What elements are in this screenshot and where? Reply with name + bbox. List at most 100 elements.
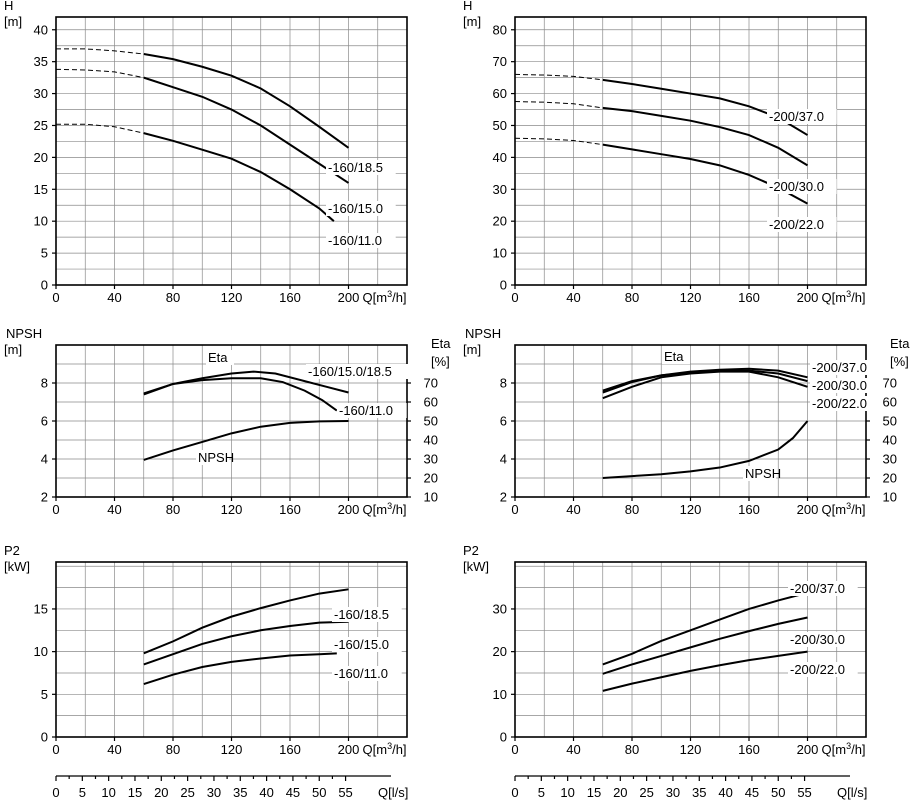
- series-label-background: [788, 632, 858, 647]
- y-tick-label: 30: [493, 601, 507, 616]
- x-tick-label: 80: [166, 290, 180, 305]
- x2-tick-label: 25: [180, 785, 194, 800]
- series-extrapolated-line: [56, 123, 144, 134]
- y-tick-label: 4: [41, 452, 48, 467]
- x-tick-label: 40: [107, 502, 121, 517]
- series-extrapolated-line: [514, 73, 603, 81]
- series-label: -200/30.0: [790, 632, 845, 647]
- x2-tick-label: 20: [154, 785, 168, 800]
- y-axis-unit: [kW]: [4, 559, 30, 574]
- series-label: -200/30.0: [769, 179, 824, 194]
- x-tick-label: 200: [338, 290, 360, 305]
- series-line: [143, 420, 349, 461]
- y-tick-label: 40: [493, 150, 507, 165]
- x2-tick-label: 45: [745, 785, 759, 800]
- series-label: -200/37.0: [769, 109, 824, 124]
- series-label-background: [326, 160, 396, 175]
- series-label: -160/15.0/18.5: [308, 364, 392, 379]
- x-tick-label: 80: [625, 290, 639, 305]
- x-tick-label: 40: [566, 742, 580, 757]
- y-axis-label: NPSH: [465, 326, 501, 341]
- x-tick-label: 80: [625, 502, 639, 517]
- series-line: [602, 650, 808, 692]
- series-label: NPSH: [745, 466, 781, 481]
- x2-tick-label: 5: [538, 785, 545, 800]
- x-tick-label: 0: [511, 742, 518, 757]
- y-tick-label: 0: [500, 730, 507, 745]
- x-tick-label: 0: [52, 502, 59, 517]
- series-line: [602, 369, 808, 394]
- y-tick-label: 35: [34, 54, 48, 69]
- y-axis-unit: [m]: [463, 342, 481, 357]
- x2-tick-label: 20: [613, 785, 627, 800]
- series-extrapolated-line: [55, 68, 144, 79]
- x2-tick-label: 40: [718, 785, 732, 800]
- y-tick-label: 5: [41, 246, 48, 261]
- series-line: [602, 106, 809, 167]
- x-tick-label: 120: [680, 742, 702, 757]
- y-tick-label: 15: [34, 182, 48, 197]
- x-tick-label: 0: [52, 742, 59, 757]
- x-tick-label: 120: [680, 290, 702, 305]
- x-tick-label: 80: [166, 742, 180, 757]
- x-tick-label: 200: [797, 290, 819, 305]
- annotation-background: [662, 349, 690, 364]
- x-axis-label: Q[m3/h]: [363, 741, 407, 757]
- x-tick-label: 40: [107, 742, 121, 757]
- x-tick-label: 200: [797, 502, 819, 517]
- x2-axis-label: Q[l/s]: [837, 785, 867, 800]
- y2-tick-label: 50: [883, 414, 897, 429]
- x2-tick-label: 10: [101, 785, 115, 800]
- y2-axis-label: Eta: [890, 336, 910, 351]
- y2-tick-label: 10: [883, 490, 897, 505]
- annotation-background: [206, 350, 234, 365]
- x2-tick-label: 55: [338, 785, 352, 800]
- x2-tick-label: 45: [286, 785, 300, 800]
- y2-tick-label: 70: [424, 376, 438, 391]
- y-tick-label: 2: [41, 490, 48, 505]
- y-tick-label: 20: [493, 214, 507, 229]
- series-line: [602, 420, 809, 479]
- series-label-background: [810, 360, 880, 375]
- x2-tick-label: 25: [639, 785, 653, 800]
- y-axis-unit: [m]: [4, 342, 22, 357]
- x2-tick-label: 35: [692, 785, 706, 800]
- y2-tick-label: 60: [424, 395, 438, 410]
- y-axis-label: NPSH: [6, 326, 42, 341]
- series-line: [143, 76, 350, 184]
- y-tick-label: 70: [493, 54, 507, 69]
- series-line: [602, 591, 808, 666]
- series-label-background: [788, 662, 858, 677]
- y-axis-unit: [m]: [4, 14, 22, 29]
- series-label: NPSH: [198, 450, 234, 465]
- annotation-label: Eta: [208, 350, 228, 365]
- y-axis-label: P2: [463, 543, 479, 558]
- series-label-background: [810, 396, 880, 411]
- x2-tick-label: 30: [666, 785, 680, 800]
- y-tick-label: 80: [493, 22, 507, 37]
- series-label-background: [788, 581, 858, 596]
- y-tick-label: 25: [34, 118, 48, 133]
- series-label: -160/18.5: [334, 607, 389, 622]
- chart-H-200: 0 10 20 30 40 50 60 70 80 H[m] 0 40 80 120 160 200 Q[m3/…: [463, 0, 867, 305]
- series-label: -160/11.0: [339, 403, 393, 418]
- y-tick-label: 0: [41, 278, 48, 293]
- x-tick-label: 200: [338, 502, 360, 517]
- x-tick-label: 160: [279, 742, 301, 757]
- y2-tick-label: 10: [424, 490, 438, 505]
- y2-axis-label: Eta: [431, 336, 451, 351]
- y-tick-label: 30: [493, 182, 507, 197]
- x-tick-label: 120: [221, 502, 243, 517]
- series-label: -200/30.0: [812, 378, 867, 393]
- series-line: [602, 616, 808, 675]
- y2-tick-label: 50: [424, 414, 438, 429]
- series-line: [143, 620, 349, 666]
- x-tick-label: 80: [166, 502, 180, 517]
- x2-tick-label: 30: [207, 785, 221, 800]
- y2-tick-label: 30: [424, 452, 438, 467]
- y-tick-label: 8: [500, 376, 507, 391]
- y2-axis-unit: [%]: [890, 354, 909, 369]
- y-tick-label: 10: [493, 687, 507, 702]
